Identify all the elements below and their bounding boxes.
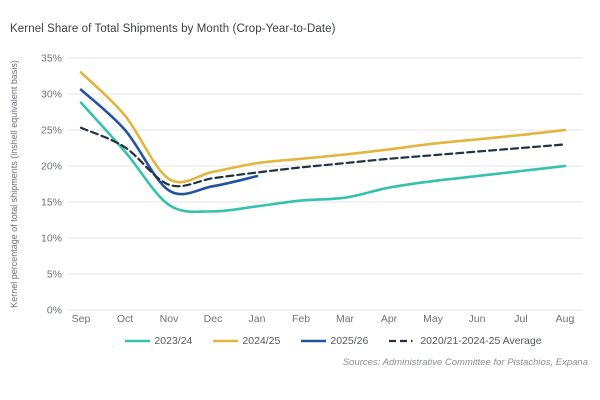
line-series-2020-21-2024-25-average [79,126,567,188]
legend-item-2024-25: 2024/25 [212,335,280,347]
y-tick-label: 25% [41,125,62,137]
chart-legend: 2023/24 2024/25 2025/26 2020/21-2024-25 … [0,335,600,347]
x-tick-label: Jun [469,313,486,325]
legend-dashed-line-swatch [389,339,417,343]
line-series-2023-24 [79,101,567,214]
legend-label: 2025/26 [330,335,369,347]
y-tick-label: 10% [41,233,62,245]
legend-item-2023-24: 2023/24 [124,335,192,347]
legend-line-swatch-blue [301,339,327,343]
legend-label: 2023/24 [154,335,193,347]
x-tick-label: Feb [292,313,310,325]
y-tick-label: 5% [47,269,62,281]
legend-line-swatch-gold [213,339,239,343]
x-tick-label: Mar [336,313,355,325]
x-tick-label: Oct [117,313,133,325]
x-tick-label: Dec [204,313,223,325]
y-tick-label: 35% [41,53,62,65]
x-tick-label: Jan [249,313,266,325]
source-note: Sources: Administrative Committee for Pi… [342,357,588,368]
legend-item-2025-26: 2025/26 [300,335,368,347]
legend-line-swatch-teal [125,339,151,343]
line-series-2025-26 [79,88,259,196]
x-tick-label: Aug [556,313,575,325]
chart-title: Kernel Share of Total Shipments by Month… [10,23,336,35]
x-tick-label: Apr [381,313,398,325]
x-tick-label: Jul [514,313,527,325]
y-tick-label: 20% [41,161,62,173]
x-tick-label: Nov [160,313,179,325]
y-tick-label: 15% [41,197,62,209]
x-tick-label: May [423,313,444,325]
y-axis-title: Kernel percentage of total shipments (in… [9,60,19,308]
legend-item-average: 2020/21-2024-25 Average [388,335,542,347]
line-series-2024-25 [79,71,567,184]
legend-label: 2020/21-2024-25 Average [420,335,542,347]
legend-label: 2024/25 [242,335,281,347]
y-tick-label: 0% [47,305,62,317]
y-tick-label: 30% [41,89,62,101]
x-tick-label: Sep [72,313,91,325]
